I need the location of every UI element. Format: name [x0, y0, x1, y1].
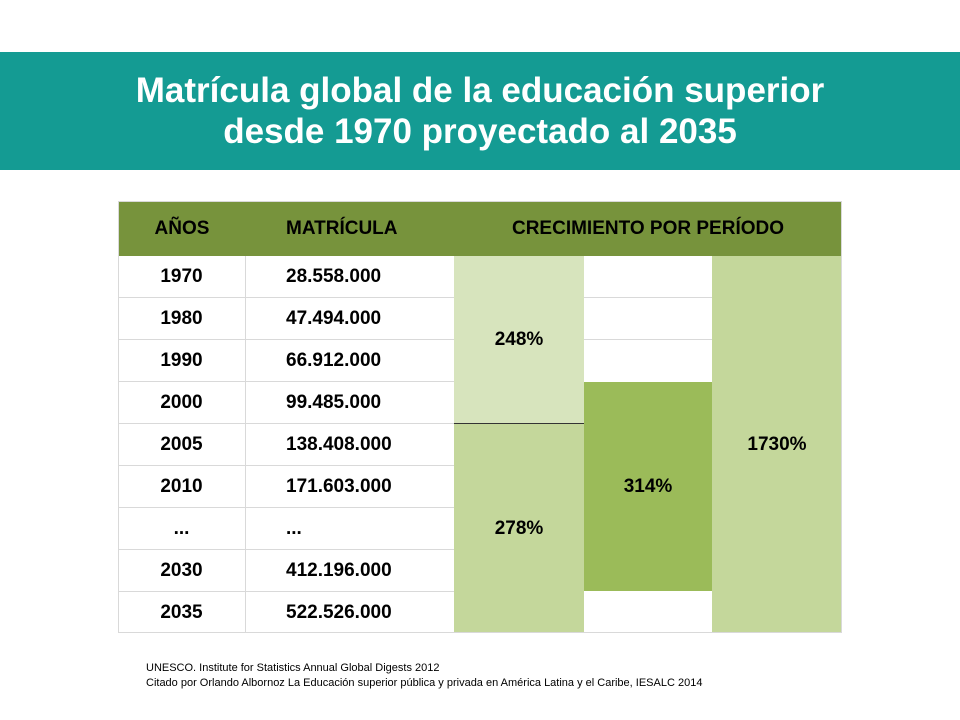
- source-line-1: UNESCO. Institute for Statistics Annual …: [146, 662, 440, 674]
- source-citation: UNESCO. Institute for Statistics Annual …: [146, 661, 702, 691]
- header-growth: CRECIMIENTO POR PERÍODO: [454, 201, 842, 256]
- table-row: [118, 508, 454, 550]
- title-line-1: Matrícula global de la educación superio…: [135, 71, 825, 110]
- enrollment-cell: 28.558.000: [286, 266, 382, 287]
- header-enrollment: MATRÍCULA: [246, 201, 454, 256]
- table-row: [118, 424, 454, 466]
- year-cell: 2010: [118, 466, 246, 508]
- enrollment-cell: 171.603.000: [286, 476, 392, 497]
- enrollment-cell: 412.196.000: [286, 560, 392, 581]
- year-cell: 2035: [118, 592, 246, 633]
- growth-divider: [454, 423, 584, 424]
- table-row: [118, 340, 454, 382]
- year-cell: 2005: [118, 424, 246, 466]
- table-row: [118, 256, 454, 298]
- year-cell: 1970: [118, 256, 246, 298]
- source-line-2: Citado por Orlando Albornoz La Educación…: [146, 677, 703, 689]
- enrollment-cell: 522.526.000: [286, 601, 392, 623]
- growth-2005-2035: 278%: [454, 424, 584, 633]
- enrollment-cell: 138.408.000: [286, 434, 392, 455]
- year-cell: 2000: [118, 382, 246, 424]
- table-row: [118, 298, 454, 340]
- year-cell: ...: [118, 508, 246, 550]
- table-row: [118, 382, 454, 424]
- enrollment-cell: 66.912.000: [286, 350, 382, 371]
- year-cell: 1980: [118, 298, 246, 340]
- growth-2000-2030: 314%: [584, 382, 712, 591]
- empty-cell: [584, 340, 712, 382]
- table-row: [118, 550, 454, 592]
- header-years: AÑOS: [118, 201, 246, 256]
- enrollment-cell: ...: [286, 518, 302, 539]
- empty-cell: [584, 591, 712, 633]
- empty-cell: [584, 298, 712, 340]
- enrollment-cell: 47.494.000: [286, 308, 382, 329]
- year-cell: 1990: [118, 340, 246, 382]
- enrollment-cell: 99.485.000: [286, 392, 382, 413]
- enrollment-table: AÑOS MATRÍCULA CRECIMIENTO POR PERÍODO 1…: [118, 201, 842, 634]
- table-row: [118, 466, 454, 508]
- table-row: [118, 592, 454, 634]
- growth-1970-2035: 1730%: [712, 256, 842, 633]
- title-line-2: desde 1970 proyectado al 2035: [223, 112, 737, 151]
- empty-cell: [584, 256, 712, 298]
- year-cell: 2030: [118, 550, 246, 592]
- growth-1970-2000: 248%: [454, 256, 584, 423]
- title-banner: Matrícula global de la educación superio…: [0, 52, 960, 170]
